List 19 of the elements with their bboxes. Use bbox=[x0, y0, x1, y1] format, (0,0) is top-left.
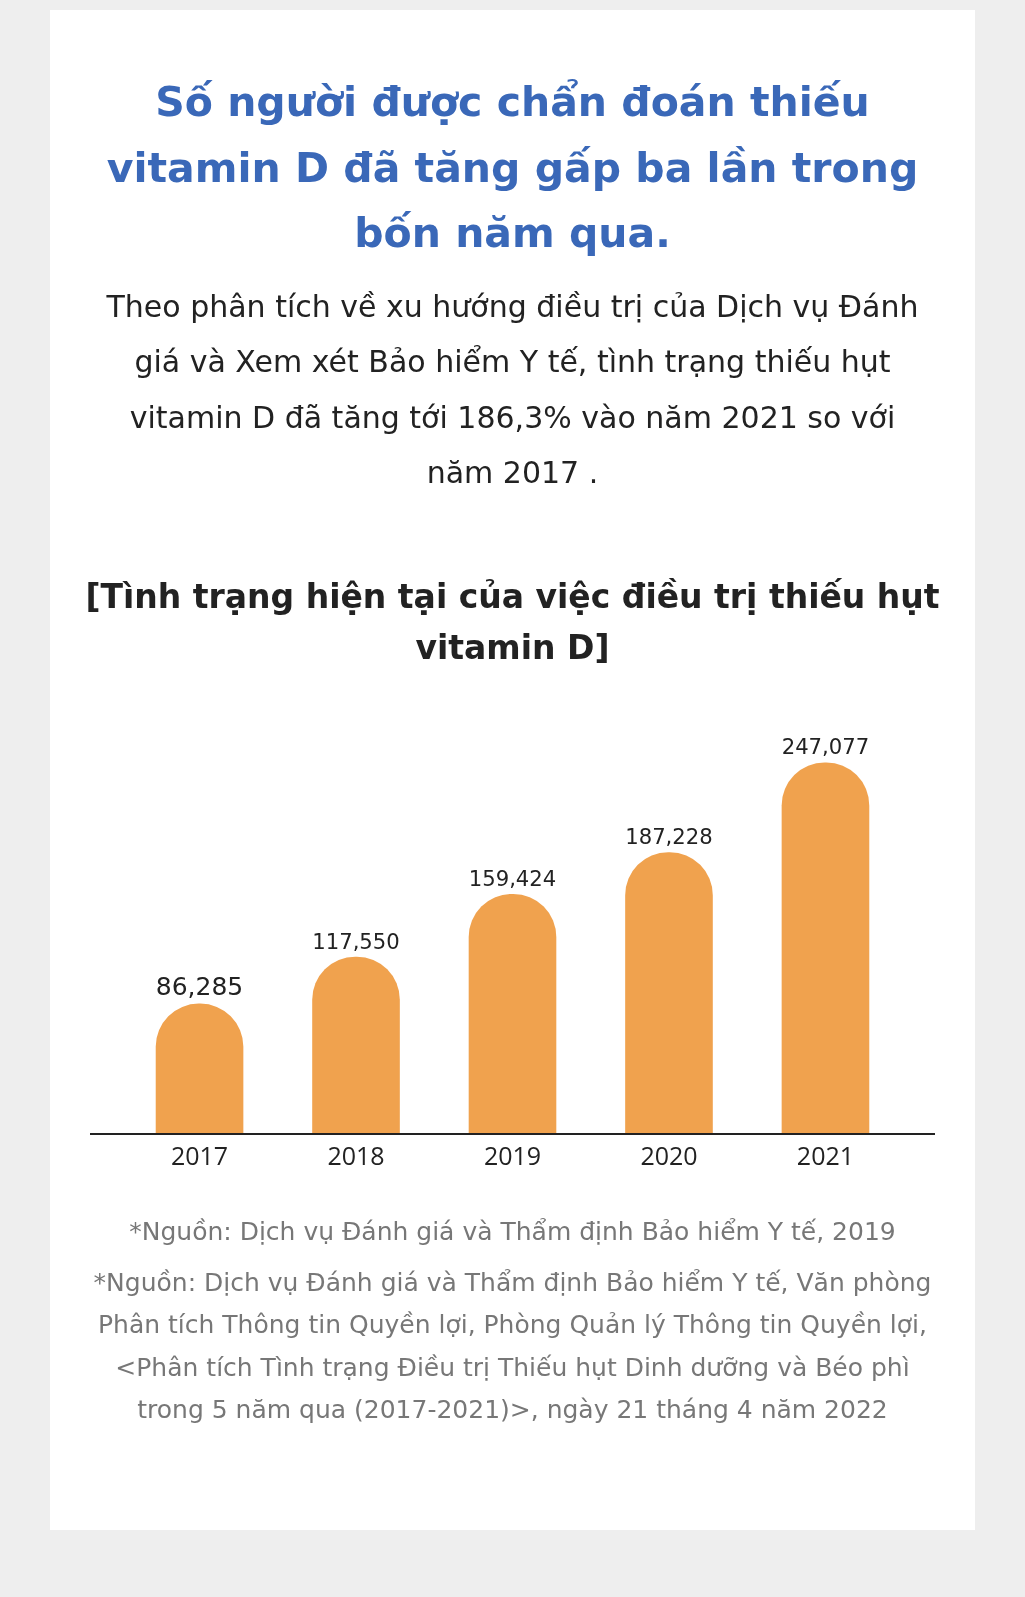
x-tick-label: 2021 bbox=[796, 1138, 855, 1173]
x-tick-label: 2020 bbox=[640, 1138, 698, 1173]
bar bbox=[781, 762, 870, 1134]
chart-title: Số người được chẩn đoán thiếu vitamin D đã tăng gấp ba lần trong bốn năm qua. bbox=[105, 77, 920, 260]
data-label: 187,228 bbox=[625, 824, 713, 850]
data-label: 86,285 bbox=[155, 971, 244, 1001]
bar bbox=[625, 852, 713, 1134]
text: *Nguồn: Dịch vụ Đánh giá và Thẩm định Bảo hiểm Y tế, Văn phòng Phân tích Thông tin Quyền lợi, Phòng Quản lý Thông tin Quyền lợi, <Phân tích Tình trạng Điều trị Thiếu hụt Dinh dưỡng và Béo phì trong 5 năm qua (2017-2021)>, ngày 21 tháng 4 năm 2022 bbox=[92, 1266, 933, 1427]
data-label: 117,550 bbox=[312, 928, 400, 954]
bar bbox=[468, 894, 557, 1134]
text: [Tình trạng hiện tại của việc điều trị thiếu hụt vitamin D] bbox=[84, 575, 941, 669]
x-tick-label: 2017 bbox=[170, 1138, 229, 1173]
x-tick-label: 2018 bbox=[327, 1138, 385, 1173]
text: *Nguồn: Dịch vụ Đánh giá và Thẩm định Bảo hiểm Y tế, 2019 bbox=[128, 1216, 897, 1249]
x-tick-label: 2019 bbox=[483, 1138, 542, 1173]
data-label: 159,424 bbox=[468, 865, 557, 891]
bar bbox=[312, 956, 400, 1134]
data-label: 247,077 bbox=[781, 734, 870, 760]
chart-subtitle: Theo phân tích về xu hướng điều trị của Dịch vụ Đánh giá và Xem xét Bảo hiểm Y tế, tình trạng thiếu hụt vitamin D đã tăng tới 186,3% vào năm 2021 so với năm 2017 . bbox=[105, 287, 920, 493]
